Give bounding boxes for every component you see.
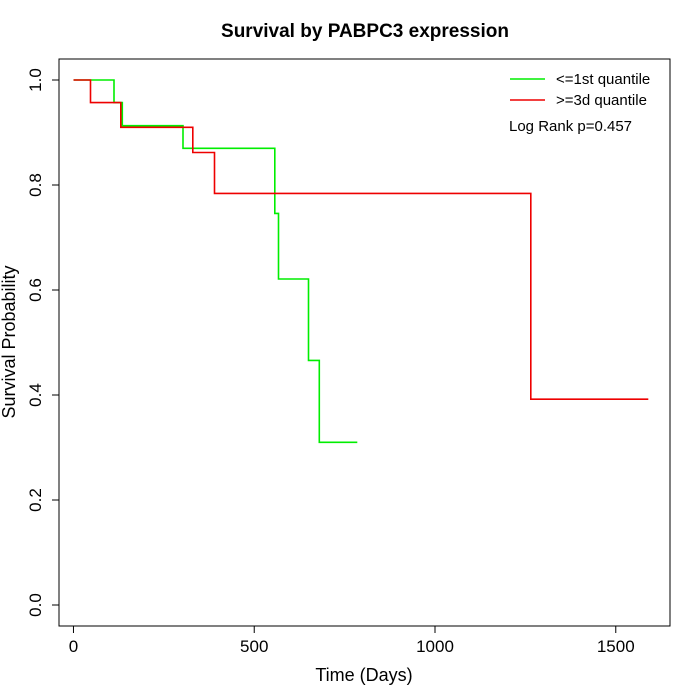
x-tick-label: 1500 [597,637,635,656]
x-tick-label: 500 [240,637,268,656]
series-layer [73,79,649,444]
x-tick-label: 0 [69,637,78,656]
y-tick-label: 0.8 [26,173,45,197]
y-tick-label: 0.0 [26,593,45,617]
log-rank-annotation: Log Rank p=0.457 [509,118,632,135]
legend-label-low: <=1st quantile [556,71,650,88]
x-axis: 0 500 1000 1500 [69,626,635,656]
x-axis-label: Time (Days) [315,665,412,685]
y-tick-label: 0.6 [26,278,45,302]
y-tick-label: 0.2 [26,488,45,512]
series-line-high-expression [73,79,649,401]
legend: <=1st quantile >=3d quantile [510,71,650,109]
x-tick-label: 1000 [416,637,454,656]
legend-label-high: >=3d quantile [556,92,647,109]
y-tick-label: 0.4 [26,383,45,407]
series-line-low-expression [73,79,358,444]
plot-frame [58,58,671,627]
chart-title: Survival by PABPC3 expression [221,21,509,42]
y-axis: 0.0 0.2 0.4 0.6 0.8 1.0 [26,68,59,617]
y-axis-label: Survival Probability [0,265,19,418]
y-tick-label: 1.0 [26,68,45,92]
